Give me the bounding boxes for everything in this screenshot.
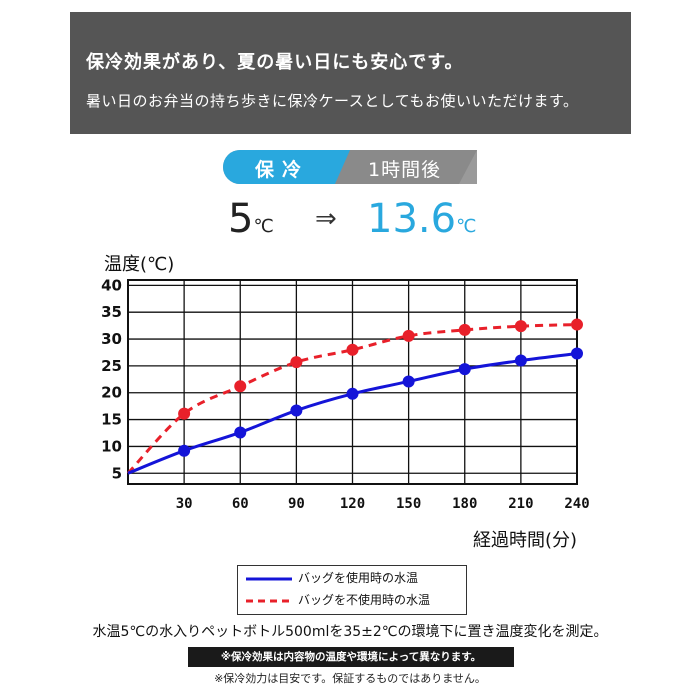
end-temperature: 13.6℃ <box>367 196 476 242</box>
legend-dashed-line <box>246 599 292 603</box>
x-tick-label: 240 <box>564 496 589 512</box>
y-tick-label: 30 <box>101 330 122 348</box>
temperature-change: 5℃ ⇒ 13.6℃ <box>0 196 700 246</box>
legend-item-without-bag: バッグを不使用時の水温 <box>238 591 466 611</box>
x-tick-label: 90 <box>288 496 305 512</box>
end-temperature-value: 13.6 <box>367 196 457 242</box>
legend-item-with-bag: バッグを使用時の水温 <box>238 569 466 589</box>
x-tick-label: 30 <box>176 496 193 512</box>
start-temperature: 5℃ <box>228 196 274 242</box>
banner-headline: 保冷効果があり、夏の暑い日にも安心です。 <box>86 52 464 73</box>
data-point-without-bag <box>234 380 247 393</box>
y-tick-label: 25 <box>101 357 122 375</box>
data-point-without-bag <box>178 407 191 420</box>
data-point-with-bag <box>402 375 415 388</box>
data-point-without-bag <box>458 323 471 336</box>
y-tick-label: 5 <box>112 464 122 482</box>
start-temperature-value: 5 <box>228 196 254 242</box>
end-temperature-unit: ℃ <box>456 216 477 237</box>
badge-cooling-label: 保冷 <box>255 159 310 181</box>
legend-solid-line <box>246 577 292 581</box>
cooling-badge: 保冷 1時間後 <box>223 150 477 184</box>
x-axis-label: 経過時間(分) <box>473 530 577 551</box>
x-tick-label: 180 <box>452 496 477 512</box>
y-tick-label: 40 <box>101 276 122 294</box>
x-tick-label: 210 <box>508 496 533 512</box>
badge-time-label: 1時間後 <box>368 159 442 181</box>
y-tick-label: 35 <box>101 303 122 321</box>
measurement-note: 水温5℃の水入りペットボトル500mlを35±2℃の環境下に置き温度変化を測定。 <box>92 624 608 640</box>
y-axis-label: 温度(℃) <box>104 254 174 275</box>
x-tick-label: 150 <box>396 496 421 512</box>
data-point-with-bag <box>290 404 303 417</box>
data-point-without-bag <box>290 356 303 369</box>
data-point-with-bag <box>571 347 583 360</box>
data-point-without-bag <box>571 318 583 331</box>
data-point-with-bag <box>234 426 247 439</box>
chart-legend: バッグを使用時の水温 バッグを不使用時の水温 <box>237 565 467 615</box>
x-tick-label: 120 <box>340 496 365 512</box>
y-tick-label: 15 <box>101 411 122 429</box>
x-tick-label: 60 <box>232 496 249 512</box>
start-temperature-unit: ℃ <box>253 216 274 237</box>
data-point-without-bag <box>402 329 415 342</box>
footer-note: ※保冷効力は目安です。保証するものではありません。 <box>214 672 486 685</box>
data-point-with-bag <box>178 444 191 457</box>
arrow-icon: ⇒ <box>315 204 337 234</box>
y-tick-label: 10 <box>101 437 122 455</box>
badge-shape <box>223 150 477 184</box>
legend-label-without-bag: バッグを不使用時の水温 <box>298 593 431 607</box>
legend-label-with-bag: バッグを使用時の水温 <box>298 571 419 585</box>
disclaimer-bar: ※保冷効果は内容物の温度や環境によって異なります。 <box>188 647 514 667</box>
data-point-without-bag <box>346 343 359 356</box>
y-tick-label: 20 <box>101 384 122 402</box>
data-point-without-bag <box>514 320 527 333</box>
banner-subtext: 暑い日のお弁当の持ち歩きに保冷ケースとしてもお使いいただけます。 <box>86 92 579 110</box>
data-point-with-bag <box>458 363 471 376</box>
data-point-with-bag <box>514 354 527 367</box>
header-banner: 保冷効果があり、夏の暑い日にも安心です。 暑い日のお弁当の持ち歩きに保冷ケースと… <box>70 12 631 134</box>
temperature-chart: 5 10 15 20 25 30 35 40 30 60 90 120 150 180 210 240 温度(℃… <box>101 254 590 551</box>
data-point-with-bag <box>346 387 359 400</box>
